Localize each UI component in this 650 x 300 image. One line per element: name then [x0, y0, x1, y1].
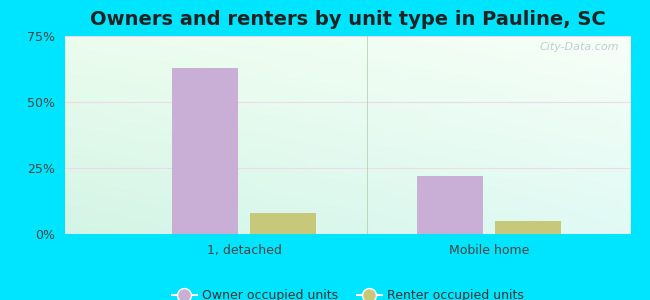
Legend: Owner occupied units, Renter occupied units: Owner occupied units, Renter occupied un… — [167, 284, 528, 300]
Bar — [172, 68, 239, 234]
Text: City-Data.com: City-Data.com — [540, 42, 619, 52]
Bar — [495, 221, 561, 234]
Bar — [250, 213, 316, 234]
Title: Owners and renters by unit type in Pauline, SC: Owners and renters by unit type in Pauli… — [90, 10, 606, 29]
Bar — [417, 176, 484, 234]
